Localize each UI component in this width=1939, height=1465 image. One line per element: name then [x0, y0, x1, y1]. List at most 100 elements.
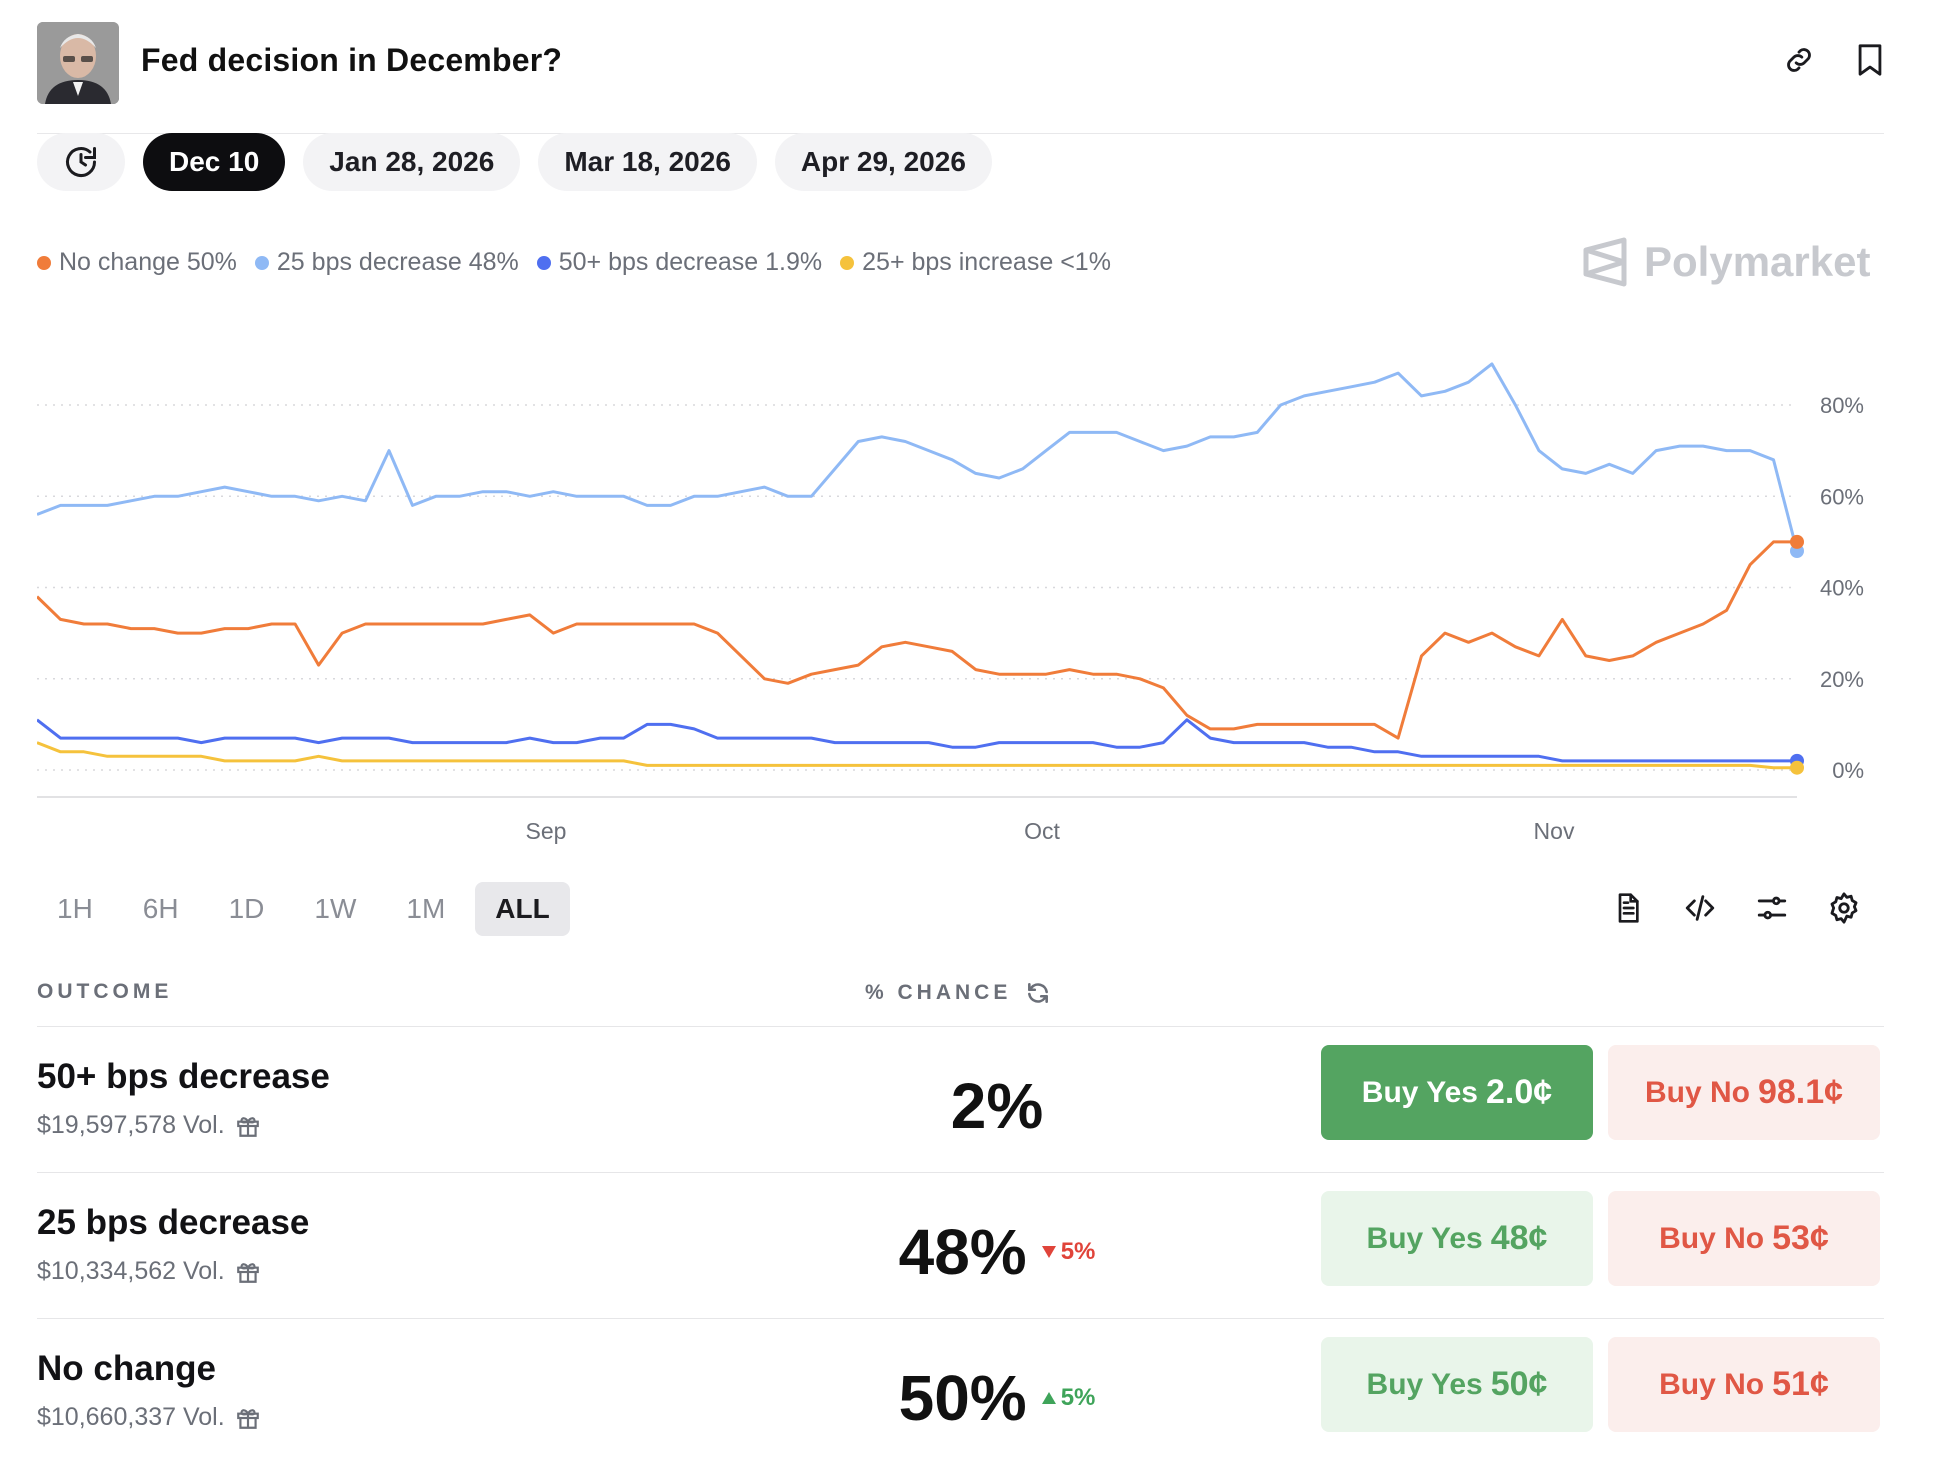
gift-icon[interactable]: [235, 1405, 261, 1431]
chance-value: 2%: [950, 1070, 1044, 1142]
buy-yes-price: 48¢: [1490, 1219, 1548, 1257]
buy-yes-price: 50¢: [1490, 1365, 1548, 1403]
outcome-name: No change: [37, 1349, 216, 1388]
gift-icon[interactable]: [235, 1259, 261, 1285]
tab-jan-28-2026[interactable]: Jan 28, 2026: [303, 133, 521, 191]
outcome-chance: 48% 5%: [837, 1215, 1157, 1289]
legend-dot: [536, 255, 551, 270]
legend-item: 50+ bps decrease 1.9%: [536, 248, 823, 277]
tab-dec-10[interactable]: Dec 10: [143, 133, 286, 191]
up-triangle-icon: [1041, 1392, 1056, 1404]
chance-change: 5%: [1041, 1384, 1095, 1412]
link-icon[interactable]: [1779, 40, 1819, 80]
date-tabs: Dec 10 Jan 28, 2026 Mar 18, 2026 Apr 29,…: [37, 133, 992, 191]
buy-no-price: 53¢: [1772, 1219, 1829, 1257]
series-endpoint: [1790, 534, 1804, 549]
buy-yes-label: Buy Yes: [1366, 1367, 1483, 1401]
down-triangle-icon: [1041, 1246, 1056, 1258]
history-tab[interactable]: [37, 133, 125, 191]
buy-yes-button[interactable]: Buy Yes 2.0¢: [1321, 1045, 1593, 1140]
legend-item: 25+ bps increase <1%: [840, 248, 1111, 277]
series-line: [37, 540, 1797, 740]
range-6h[interactable]: 6H: [142, 893, 179, 924]
outcome-chance: 50% 5%: [837, 1361, 1157, 1435]
chance-value: 48%: [898, 1216, 1027, 1288]
chance-value: 50%: [898, 1362, 1027, 1434]
y-tick-label: 80%: [1820, 393, 1864, 418]
y-tick-label: 0%: [1832, 758, 1864, 783]
outcome-volume: $19,597,578 Vol.: [37, 1111, 261, 1140]
tab-mar-18-2026[interactable]: Mar 18, 2026: [538, 133, 757, 191]
x-tick-label: Nov: [1534, 818, 1575, 844]
buy-no-button[interactable]: Buy No 51¢: [1608, 1337, 1880, 1432]
outcome-row: 25 bps decrease $10,334,562 Vol. 48% 5% …: [37, 1173, 1884, 1319]
buy-no-price: 51¢: [1772, 1365, 1829, 1403]
volume-text: $10,334,562 Vol.: [37, 1257, 225, 1285]
legend-label: 25 bps decrease 48%: [276, 248, 519, 276]
chance-column-header: % CHANCE: [865, 980, 1051, 1006]
market-avatar: [37, 22, 119, 104]
time-range-selector: 1H 6H 1D 1W 1M ALL: [37, 882, 570, 936]
buy-yes-button[interactable]: Buy Yes 48¢: [1321, 1191, 1593, 1286]
range-all[interactable]: ALL: [475, 882, 570, 936]
table-divider: [37, 1318, 1884, 1319]
outcome-chance: 2%: [837, 1069, 1157, 1143]
outcome-name: 50+ bps decrease: [37, 1057, 330, 1096]
tab-apr-29-2026[interactable]: Apr 29, 2026: [774, 133, 992, 191]
outcome-name: 25 bps decrease: [37, 1203, 310, 1242]
legend-dot: [37, 255, 51, 270]
outcome-row: 50+ bps decrease $19,597,578 Vol. 2% Buy…: [37, 1027, 1884, 1173]
chance-header-label: % CHANCE: [865, 981, 1012, 1004]
buy-no-price: 98.1¢: [1757, 1073, 1844, 1111]
range-1h[interactable]: 1H: [57, 893, 93, 924]
legend-label: 50+ bps decrease 1.9%: [558, 248, 823, 276]
legend-label: 25+ bps increase <1%: [862, 248, 1111, 276]
market-header: Fed decision in December?: [37, 22, 1884, 104]
chart-tools: [1608, 888, 1864, 928]
y-tick-label: 60%: [1820, 484, 1864, 509]
table-divider: [37, 1026, 1884, 1027]
gift-icon[interactable]: [235, 1113, 261, 1139]
buy-no-label: Buy No: [1659, 1221, 1765, 1255]
legend-item: 25 bps decrease 48%: [254, 248, 519, 277]
chart-legend: No change 50% 25 bps decrease 48% 50+ bp…: [37, 248, 1111, 277]
bookmark-icon[interactable]: [1850, 40, 1890, 80]
change-value: 5%: [1060, 1238, 1096, 1265]
settings-gear-icon[interactable]: [1824, 888, 1864, 928]
buy-yes-label: Buy Yes: [1361, 1075, 1478, 1109]
buy-no-button[interactable]: Buy No 53¢: [1608, 1191, 1880, 1286]
price-history-chart: 0% 20% 40% 60% 80% Sep Oct Nov: [37, 362, 1864, 844]
series-line: [37, 741, 1797, 770]
series-line: [37, 718, 1797, 763]
legend-item: No change 50%: [37, 248, 237, 277]
chance-change: 5%: [1041, 1238, 1096, 1266]
page-title: Fed decision in December?: [141, 42, 563, 78]
series-endpoint: [1790, 760, 1804, 775]
history-icon: [66, 147, 96, 178]
brand-name: Polymarket: [1644, 238, 1871, 285]
range-1w[interactable]: 1W: [314, 893, 357, 924]
rules-document-icon[interactable]: [1608, 888, 1648, 928]
table-divider: [37, 1172, 1884, 1173]
volume-text: $19,597,578 Vol.: [37, 1111, 225, 1139]
refresh-icon[interactable]: [1025, 980, 1051, 1006]
embed-code-icon[interactable]: [1680, 888, 1720, 928]
volume-text: $10,660,337 Vol.: [37, 1403, 225, 1431]
range-1m[interactable]: 1M: [406, 893, 446, 924]
buy-no-label: Buy No: [1644, 1075, 1750, 1109]
buy-no-label: Buy No: [1659, 1367, 1765, 1401]
outcome-column-header: OUTCOME: [37, 980, 173, 1003]
outcome-row: No change $10,660,337 Vol. 50% 5% Buy Ye…: [37, 1319, 1884, 1465]
buy-no-button[interactable]: Buy No 98.1¢: [1608, 1045, 1880, 1140]
buy-yes-price: 2.0¢: [1486, 1073, 1553, 1111]
x-tick-label: Sep: [526, 818, 567, 844]
buy-yes-label: Buy Yes: [1366, 1221, 1483, 1255]
polymarket-logo-icon: [1583, 237, 1627, 287]
filters-sliders-icon[interactable]: [1752, 888, 1792, 928]
series-line: [37, 362, 1799, 552]
range-1d[interactable]: 1D: [228, 893, 265, 924]
buy-yes-button[interactable]: Buy Yes 50¢: [1321, 1337, 1593, 1432]
legend-dot: [840, 255, 855, 270]
x-tick-label: Oct: [1024, 818, 1060, 844]
outcome-volume: $10,660,337 Vol.: [37, 1403, 261, 1432]
